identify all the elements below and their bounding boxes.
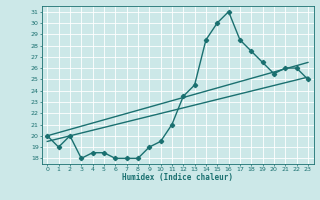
X-axis label: Humidex (Indice chaleur): Humidex (Indice chaleur) xyxy=(122,173,233,182)
